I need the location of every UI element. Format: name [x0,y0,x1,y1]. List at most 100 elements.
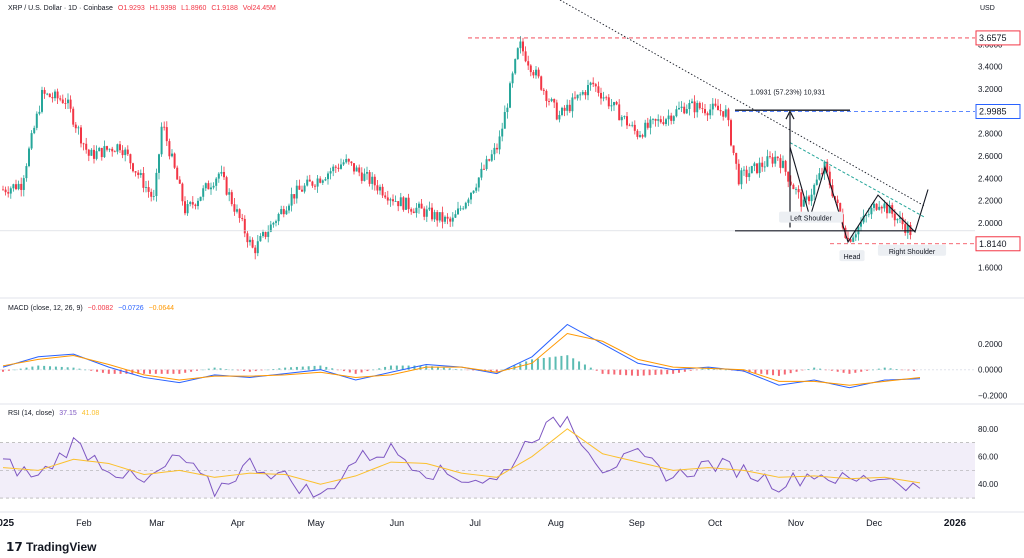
macd-histogram-bar [913,369,916,372]
candle-body [77,127,80,129]
candle-body [797,188,800,193]
tradingview-logo[interactable]: 𝟭𝟳 TradingView [6,540,97,554]
candle-body [334,166,337,168]
candle-body [259,236,262,242]
rsi-title[interactable]: RSI (14, close) [8,410,55,417]
symbol-title[interactable]: XRP / U.S. Dollar · 1D · Coinbase [8,5,113,12]
candle-body [641,135,644,137]
macd-histogram-bar [542,357,545,370]
candle-body [735,152,738,164]
candle-body [784,160,787,172]
macd-histogram-bar [342,369,345,372]
macd-histogram-bar [348,369,351,373]
candle-body [605,97,608,99]
candle-body [633,124,636,131]
macd-histogram-bar [901,369,904,371]
candle-body [792,184,795,190]
candle-body [134,171,137,173]
candle-body [35,113,38,128]
candle-body [652,118,654,120]
candle-body [550,99,553,102]
candle-body [407,197,410,210]
candle-body [628,125,631,127]
macd-histogram-bar [266,369,269,371]
brand-name: TradingView [26,540,97,554]
candle-body [555,102,558,120]
candle-body [836,199,839,203]
candle-body [483,168,485,170]
candle-body [345,158,348,163]
macd-histogram-bar [642,369,645,376]
candles-group [2,36,912,260]
candle-body [72,108,75,125]
macd-histogram-bar [889,368,892,370]
close-value: C1.9188 [211,5,238,12]
macd-histogram-bar [107,369,110,374]
time-axis-tick: 2026 [944,518,967,529]
candle-body [438,212,441,221]
main-legend: XRP / U.S. Dollar · 1D · Coinbase O1.929… [8,5,279,12]
macd-axis-tick: −0.2000 [978,392,1008,401]
macd-histogram-bar [877,368,880,370]
macd-histogram-bar [766,369,769,375]
macd-histogram-bar [695,369,698,371]
candle-body [298,185,301,190]
candle-body [197,200,199,207]
macd-title[interactable]: MACD (close, 12, 26, 9) [8,305,83,312]
rsi-axis-tick: 80.00 [978,425,999,434]
candle-body [789,181,792,185]
candle-body [808,196,810,202]
high-value: H1.9398 [149,5,177,12]
candle-body [204,183,207,189]
candle-body [771,157,774,164]
candle-body [238,209,241,218]
macd-histogram-bar [436,366,439,370]
right-shoulder-label-bg [877,244,947,256]
macd-histogram-bar [854,369,857,373]
macd-histogram-bar [231,369,234,371]
macd-histogram-bar [143,369,146,374]
macd-histogram-bar [425,365,428,370]
candle-body [899,217,901,219]
candle-body [584,92,587,96]
candle-body [795,188,797,190]
price-label-box [975,104,1021,120]
macd-histogram-bar [648,369,651,376]
macd-histogram-bar [660,369,663,375]
candle-body [394,201,397,202]
candle-body [181,183,184,202]
candle-body [540,76,543,90]
candle-body [207,183,210,190]
candle-body [38,111,41,114]
candle-body [893,213,896,221]
candle-body [589,82,592,86]
candle-body [368,172,371,184]
candle-body [657,119,660,121]
macd-histogram-bar [501,369,504,371]
candle-body [425,209,428,217]
candle-body [548,101,550,102]
candle-body [600,92,602,99]
candle-body [254,247,257,254]
candle-body [672,116,675,121]
candle-body [485,159,488,170]
candle-body [295,185,298,199]
macd-histogram-bar [378,368,381,370]
candle-body [360,172,363,181]
candle-body [810,194,813,202]
candle-body [9,188,12,194]
candle-body [423,208,426,217]
candle-body [275,221,277,223]
candle-body [613,102,615,106]
candle-body [347,158,350,162]
candle-body [574,97,576,99]
macd-histogram-bar [148,369,151,374]
macd-histogram-bar [96,369,99,372]
candle-body [724,109,727,117]
candle-body [854,234,857,238]
candle-body [620,117,623,121]
candle-body [906,225,909,233]
candle-body [220,171,223,174]
candle-body [496,147,498,150]
